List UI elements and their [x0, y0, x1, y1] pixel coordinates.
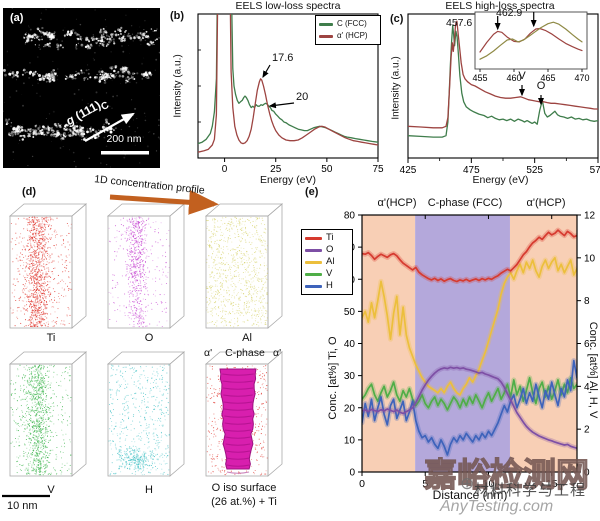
- region-label-hcp-right: α'(HCP): [526, 197, 566, 209]
- region-label-hcp-left: α'(HCP): [377, 197, 417, 209]
- iso-top-label-right: α': [273, 347, 282, 359]
- phase-region: [362, 215, 416, 472]
- svg-text:50: 50: [321, 164, 333, 175]
- x-axis-label-b: Energy (eV): [259, 174, 317, 186]
- legend-entry: O: [305, 244, 349, 256]
- inset-series-α' (HCP): [479, 27, 583, 53]
- series-H: [362, 358, 577, 458]
- profile-direction-arrow: [109, 189, 219, 215]
- panel-d-atom-maps: (d) 1D concentration profile Ti O Al α' …: [0, 173, 300, 521]
- panel-e-label: (e): [305, 186, 319, 198]
- legend-b: C (FCC) α' (HCP): [315, 15, 381, 45]
- legend-line-ti: [305, 236, 322, 240]
- svg-text:25: 25: [270, 164, 282, 175]
- legend-line-o: [305, 248, 322, 252]
- oxygen-isosurface: [219, 368, 257, 470]
- inset-series-C (FCC): [479, 21, 583, 60]
- panel-b-eels-low-loss: 0 25 50 75 EELS low-loss spectra (b) Intens…: [168, 0, 390, 200]
- legend-line-v: [305, 272, 322, 276]
- legend-entry: Al: [305, 256, 349, 268]
- region-label-fcc: C-phase (FCC): [427, 197, 503, 209]
- panel-e-concentration-profile: 01020304050607080024681012051015 (e) α'(…: [300, 180, 600, 521]
- y-axis-label-b: Intensity (a.u.): [172, 54, 184, 118]
- legend-e: Ti O Al V H: [301, 229, 353, 295]
- annotation-457-6: 457.6: [446, 17, 473, 29]
- y-axis-label-c: Intensity (a.u.): [390, 56, 402, 120]
- svg-text:525: 525: [526, 165, 543, 176]
- svg-text:455: 455: [472, 73, 487, 83]
- map-label-al: Al: [242, 332, 252, 344]
- high-loss-spectra-plot: 425 475 525 575 455 460 465 470: [400, 11, 600, 176]
- scalebar-label-d: 10 nm: [7, 500, 38, 512]
- svg-text:475: 475: [463, 165, 480, 176]
- panel-c-label: (c): [390, 13, 404, 25]
- x-axis-label-c: Energy (eV): [472, 174, 529, 186]
- series-O: [362, 364, 577, 451]
- y-axis-label-right-e: Conc. [at%] Al, H, V: [587, 321, 599, 419]
- annotation-17-6: 17.6: [272, 52, 294, 64]
- panel-a-label: (a): [10, 12, 24, 24]
- annotation-o-edge: O: [536, 80, 546, 92]
- y-axis-label-left-e: Conc. [at%] Ti, O: [327, 336, 339, 420]
- phase-region: [415, 215, 510, 472]
- svg-text:75: 75: [372, 164, 384, 175]
- svg-text:575: 575: [590, 165, 600, 176]
- panel-a-tem-image: (a) g (111)C 200 nm: [3, 8, 163, 170]
- map-label-ti: Ti: [46, 332, 56, 344]
- iso-top-label-center: C-phase: [225, 347, 265, 359]
- concentration-profile-plot: 01020304050607080024681012051015: [344, 211, 596, 491]
- legend-label: α' (HCP): [337, 31, 368, 40]
- svg-text:425: 425: [400, 165, 417, 176]
- panel-d-label: (d): [22, 186, 37, 198]
- legend-entry: V: [305, 268, 349, 280]
- atom-maps-canvas: [2, 189, 284, 498]
- svg-text:465: 465: [540, 73, 555, 83]
- legend-line-h: [305, 284, 322, 288]
- tem-dark-field-image: [3, 8, 160, 168]
- series-Ti: [362, 227, 577, 284]
- low-loss-spectra-plot: 0 25 50 75: [197, 13, 384, 175]
- series-C (FCC): [408, 24, 598, 138]
- series-Al: [362, 255, 577, 398]
- series-α' (HCP): [198, 14, 378, 153]
- legend-line-al: [305, 260, 322, 264]
- annotation-20: 20: [296, 91, 309, 103]
- legend-label: Al: [326, 256, 335, 267]
- phase-region: [509, 215, 577, 472]
- legend-label: V: [326, 268, 333, 279]
- legend-entry: Ti: [305, 232, 349, 244]
- legend-entry: C (FCC): [319, 18, 377, 30]
- svg-text:460: 460: [506, 73, 521, 83]
- annotation-462-9: 462.9: [496, 7, 523, 19]
- legend-entry: H: [305, 280, 349, 292]
- iso-label-line2: (26 at.%) + Ti: [211, 496, 277, 508]
- map-label-o: O: [144, 332, 154, 344]
- panel-c-eels-high-loss: 425 475 525 575 455 460 465 470 EELS high-loss …: [390, 0, 600, 200]
- series-V: [362, 375, 577, 413]
- svg-text:470: 470: [574, 73, 589, 83]
- legend-line-c-fcc: [319, 22, 333, 26]
- iso-label-line1: O iso surface: [211, 482, 277, 494]
- legend-label: C (FCC): [337, 19, 367, 28]
- scalebar-label-a: 200 nm: [106, 133, 142, 145]
- legend-line-hcp: [319, 34, 333, 38]
- plot-title-c: EELS high-loss spectra: [445, 0, 555, 12]
- map-label-v: V: [47, 484, 55, 496]
- svg-text:0: 0: [222, 164, 228, 175]
- series-α' (HCP): [408, 20, 598, 129]
- map-label-h: H: [145, 484, 153, 496]
- plot-title-b: EELS low-loss spectra: [235, 0, 341, 12]
- annotation-v-edge: V: [518, 70, 526, 82]
- legend-entry: α' (HCP): [319, 30, 377, 42]
- legend-label: O: [326, 244, 334, 255]
- x-axis-label-e: Distance (nm): [432, 488, 508, 502]
- panel-b-label: (b): [170, 10, 185, 22]
- legend-label: Ti: [326, 232, 334, 243]
- iso-top-label-left: α': [204, 347, 213, 359]
- legend-label: H: [326, 280, 333, 291]
